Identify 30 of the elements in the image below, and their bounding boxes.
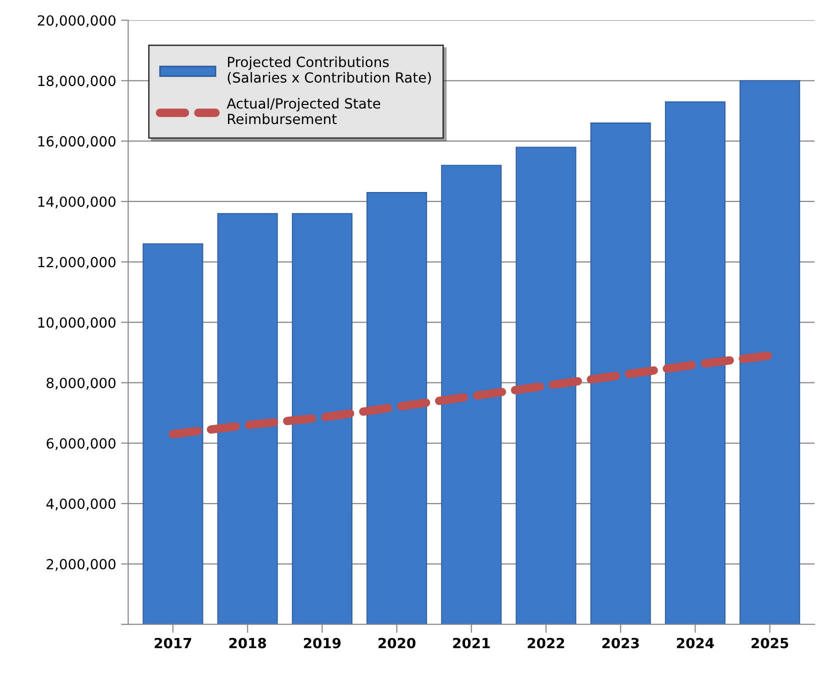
y-tick-label: 18,000,000 bbox=[38, 76, 116, 88]
x-tick-label: 2022 bbox=[528, 638, 564, 648]
legend-label: Actual/Projected State Reimbursement bbox=[226, 98, 380, 124]
y-tick-label: 20,000,000 bbox=[38, 15, 116, 28]
x-tick-label: 2021 bbox=[453, 638, 490, 648]
y-tick-label: 8,000,000 bbox=[46, 378, 116, 390]
bar bbox=[142, 243, 204, 624]
bar bbox=[292, 213, 352, 624]
y-tick-label: 6,000,000 bbox=[46, 438, 116, 450]
y-tick-label: 14,000,000 bbox=[38, 196, 116, 208]
x-tick-label: 2017 bbox=[154, 638, 192, 648]
bar bbox=[217, 213, 278, 624]
x-tick-label: 2019 bbox=[304, 638, 341, 648]
bar bbox=[740, 80, 800, 624]
x-tick-label: 2023 bbox=[602, 638, 639, 648]
y-tick-label: 16,000,000 bbox=[38, 136, 116, 148]
bar bbox=[664, 101, 726, 624]
y-tick-label: 12,000,000 bbox=[38, 256, 116, 269]
y-tick-label: 2,000,000 bbox=[46, 558, 116, 571]
x-tick-label: 2020 bbox=[378, 638, 416, 648]
bar bbox=[441, 164, 502, 624]
x-tick-label: 2018 bbox=[229, 638, 266, 648]
bar bbox=[516, 146, 576, 624]
y-tick-label: 10,000,000 bbox=[38, 317, 116, 330]
x-tick-label: 2024 bbox=[676, 638, 714, 648]
legend-label: Projected Contributions (Salaries x Contribution Rate) bbox=[228, 56, 431, 84]
bar bbox=[590, 122, 651, 624]
bar bbox=[366, 192, 428, 624]
x-tick-label: 2025 bbox=[752, 638, 788, 648]
y-tick-label: 4,000,000 bbox=[46, 498, 116, 510]
